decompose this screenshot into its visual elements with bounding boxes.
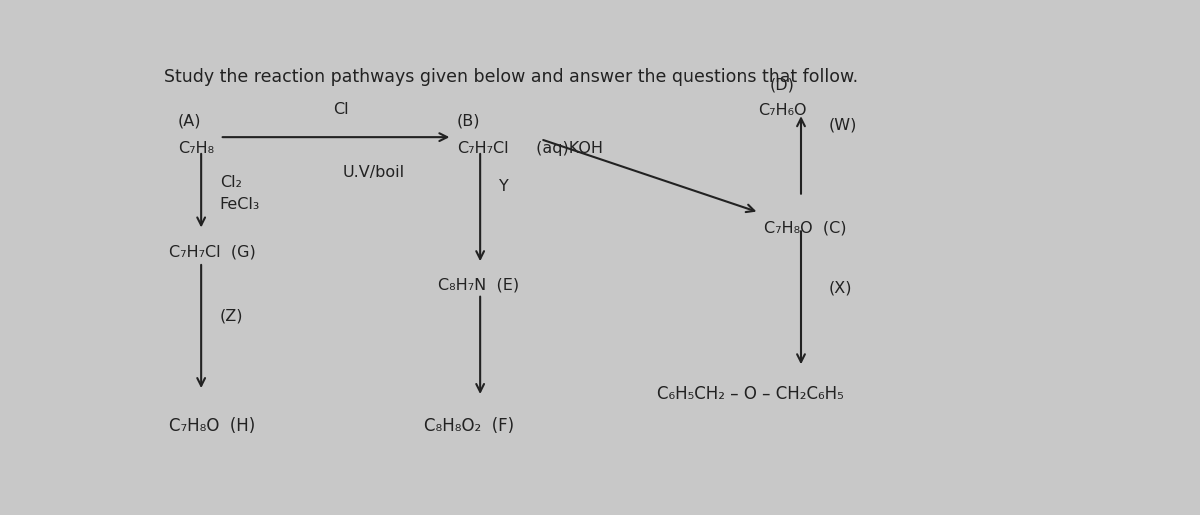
Text: (A): (A) — [178, 113, 202, 128]
Text: C₆H₅CH₂ – O – CH₂C₆H₅: C₆H₅CH₂ – O – CH₂C₆H₅ — [656, 385, 844, 403]
Text: C₇H₈O  (C): C₇H₈O (C) — [764, 220, 846, 235]
Text: Cl₂: Cl₂ — [220, 175, 241, 190]
Text: C₈H₈O₂  (F): C₈H₈O₂ (F) — [425, 417, 515, 435]
Text: C₇H₆O: C₇H₆O — [758, 104, 806, 118]
Text: U.V/boil: U.V/boil — [342, 165, 404, 180]
Text: (W): (W) — [829, 118, 857, 133]
Text: FeCl₃: FeCl₃ — [220, 197, 260, 212]
Text: Study the reaction pathways given below and answer the questions that follow.: Study the reaction pathways given below … — [164, 68, 858, 86]
Text: Y: Y — [499, 179, 509, 194]
Text: (D): (D) — [770, 78, 794, 93]
Text: (aq)KOH: (aq)KOH — [532, 141, 604, 156]
Text: C₇H₈: C₇H₈ — [178, 141, 214, 156]
Text: (X): (X) — [829, 280, 852, 295]
Text: C₈H₇N  (E): C₈H₇N (E) — [438, 278, 520, 293]
Text: C₇H₇Cl: C₇H₇Cl — [457, 141, 509, 156]
Text: Cl: Cl — [332, 102, 348, 117]
Text: C₇H₈O  (H): C₇H₈O (H) — [168, 417, 254, 435]
Text: (B): (B) — [457, 113, 480, 128]
Text: C₇H₇Cl  (G): C₇H₇Cl (G) — [168, 244, 256, 259]
Text: (Z): (Z) — [220, 308, 244, 323]
